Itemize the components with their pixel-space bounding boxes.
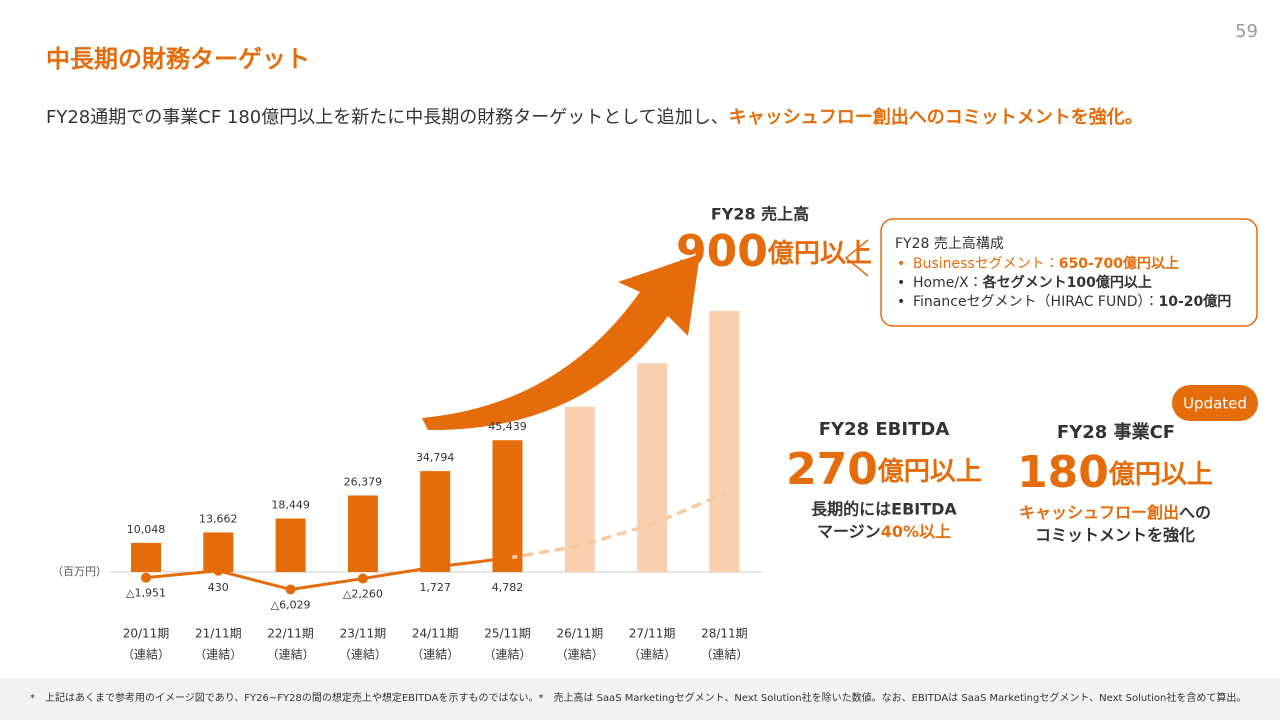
- bar: [131, 542, 161, 572]
- bar: [637, 363, 668, 572]
- note-highlight: キャッシュフロー創出: [1019, 503, 1179, 522]
- breakdown-item: Businessセグメント：650-700億円以上: [913, 255, 1179, 272]
- breakdown-list: • Businessセグメント：650-700億円以上 • Home/X：各セグ…: [897, 255, 1231, 310]
- line: [145, 556, 508, 591]
- bullet: •: [897, 256, 905, 272]
- point: [430, 561, 441, 572]
- revenue-unit: 億円以上: [767, 239, 872, 269]
- x-tick-label: 25/11期: [484, 627, 531, 641]
- item-name: Businessセグメント：: [913, 256, 1059, 272]
- badge-text: Updated: [1183, 395, 1247, 413]
- x-tick-note: （連結）: [267, 648, 315, 662]
- value-label: 4,782: [492, 581, 524, 594]
- footer-band: [0, 678, 1280, 720]
- cf-note: キャッシュフロー創出への: [1019, 503, 1211, 522]
- revenue-target: 900億円以上: [676, 226, 872, 277]
- bar: [275, 518, 306, 572]
- note-text: マージン: [817, 522, 881, 541]
- x-tick-label: 27/11期: [629, 627, 676, 641]
- cf-label: FY28 事業CF: [1057, 421, 1175, 443]
- value-label: △2,260: [343, 588, 383, 601]
- page-number: 59: [1235, 21, 1258, 42]
- x-tick-label: 26/11期: [557, 627, 604, 641]
- point: [285, 584, 296, 595]
- unit-label: （百万円）: [52, 565, 107, 578]
- footnote: * 上記はあくまで参考用のイメージ図であり、FY26~FY28の間の想定売上や想…: [30, 691, 1246, 704]
- breakdown-item: Financeセグメント（HIRAC FUND）：10-20億円: [913, 293, 1231, 310]
- value-label: △1,951: [126, 587, 166, 600]
- value-label: 45,439: [488, 420, 527, 433]
- value-label: △6,029: [271, 598, 311, 611]
- value-label: 1,727: [419, 581, 451, 594]
- note-highlight: 40%以上: [881, 522, 951, 541]
- ebitda-note: マージン40%以上: [817, 522, 951, 541]
- bar: [709, 311, 740, 572]
- cf-amount: 180: [1017, 447, 1109, 498]
- ebitda-note: 長期的にはEBITDA: [811, 500, 957, 519]
- revenue-amount: 900: [676, 226, 768, 277]
- x-tick-note: （連結）: [411, 648, 459, 662]
- projection-line: [507, 492, 726, 560]
- plot: 20/11期 （連結） 21/11期 （連結） 22/11期 （連結） 23/11期 （連結）…: [122, 311, 748, 662]
- bar: [420, 471, 451, 572]
- breakdown-box: [880, 218, 1258, 327]
- item-value: 10-20億円: [1159, 293, 1232, 310]
- ebitda-unit: 億円以上: [877, 457, 982, 487]
- x-tick-label: 22/11期: [267, 627, 314, 641]
- ebitda-target: 270億円以上: [786, 444, 982, 495]
- point: [141, 572, 151, 583]
- x-tick-note: （連結）: [339, 648, 387, 662]
- value-label: 13,662: [199, 512, 238, 525]
- bar: [203, 532, 234, 572]
- x-tick-label: 21/11期: [195, 627, 242, 641]
- point: [502, 553, 513, 564]
- cf-target: 180億円以上: [1017, 447, 1213, 498]
- x-tick-label: 28/11期: [701, 627, 748, 641]
- value-label: 10,048: [127, 523, 166, 536]
- x-tick-note: （連結）: [700, 648, 748, 662]
- x-tick-note: （連結）: [194, 648, 242, 662]
- item-name: Financeセグメント（HIRAC FUND）：: [913, 294, 1159, 310]
- note-text: への: [1179, 503, 1211, 522]
- ebitda-label: FY28 EBITDA: [819, 419, 950, 440]
- x-tick-note: （連結）: [628, 648, 676, 662]
- x-tick-label: 24/11期: [412, 627, 459, 641]
- x-tick-label: 20/11期: [123, 627, 170, 641]
- item-value: 各セグメント100億円以上: [982, 274, 1152, 291]
- x-tick-note: （連結）: [122, 648, 170, 662]
- lead-highlight: キャッシュフロー創出へのコミットメントを強化。: [729, 106, 1143, 128]
- ebitda-amount: 270: [786, 444, 878, 495]
- point: [357, 573, 368, 584]
- lead: FY28通期での事業CF 180億円以上を新たに中長期の財務ターゲットとして追加…: [46, 106, 1143, 128]
- pointer: [844, 239, 869, 277]
- revenue-label: FY28 売上高: [711, 205, 809, 224]
- slide-title: 中長期の財務ターゲット: [46, 45, 310, 73]
- bullet: •: [897, 275, 905, 291]
- lead-text: FY28通期での事業CF 180億円以上を新たに中長期の財務ターゲットとして追加…: [46, 107, 729, 128]
- cf-note: コミットメントを強化: [1035, 526, 1195, 545]
- item-name: Home/X：: [913, 275, 983, 291]
- x-tick-label: 23/11期: [340, 627, 387, 641]
- bar: [347, 495, 378, 572]
- badge: [1172, 385, 1258, 421]
- breakdown-item: Home/X：各セグメント100億円以上: [913, 274, 1152, 291]
- bar: [492, 440, 523, 572]
- item-value: 650-700億円以上: [1059, 255, 1179, 272]
- value-label: 26,379: [344, 476, 383, 489]
- value-label: 34,794: [416, 451, 455, 464]
- x-tick-note: （連結）: [556, 648, 604, 662]
- bullet: •: [897, 294, 905, 310]
- breakdown-title: FY28 売上高構成: [895, 235, 1004, 252]
- value-label: 18,449: [271, 498, 310, 511]
- point: [213, 565, 224, 576]
- growth-arrow: [422, 254, 700, 431]
- x-tick-note: （連結）: [483, 648, 531, 662]
- value-label: 430: [208, 581, 229, 594]
- cf-unit: 億円以上: [1108, 460, 1213, 490]
